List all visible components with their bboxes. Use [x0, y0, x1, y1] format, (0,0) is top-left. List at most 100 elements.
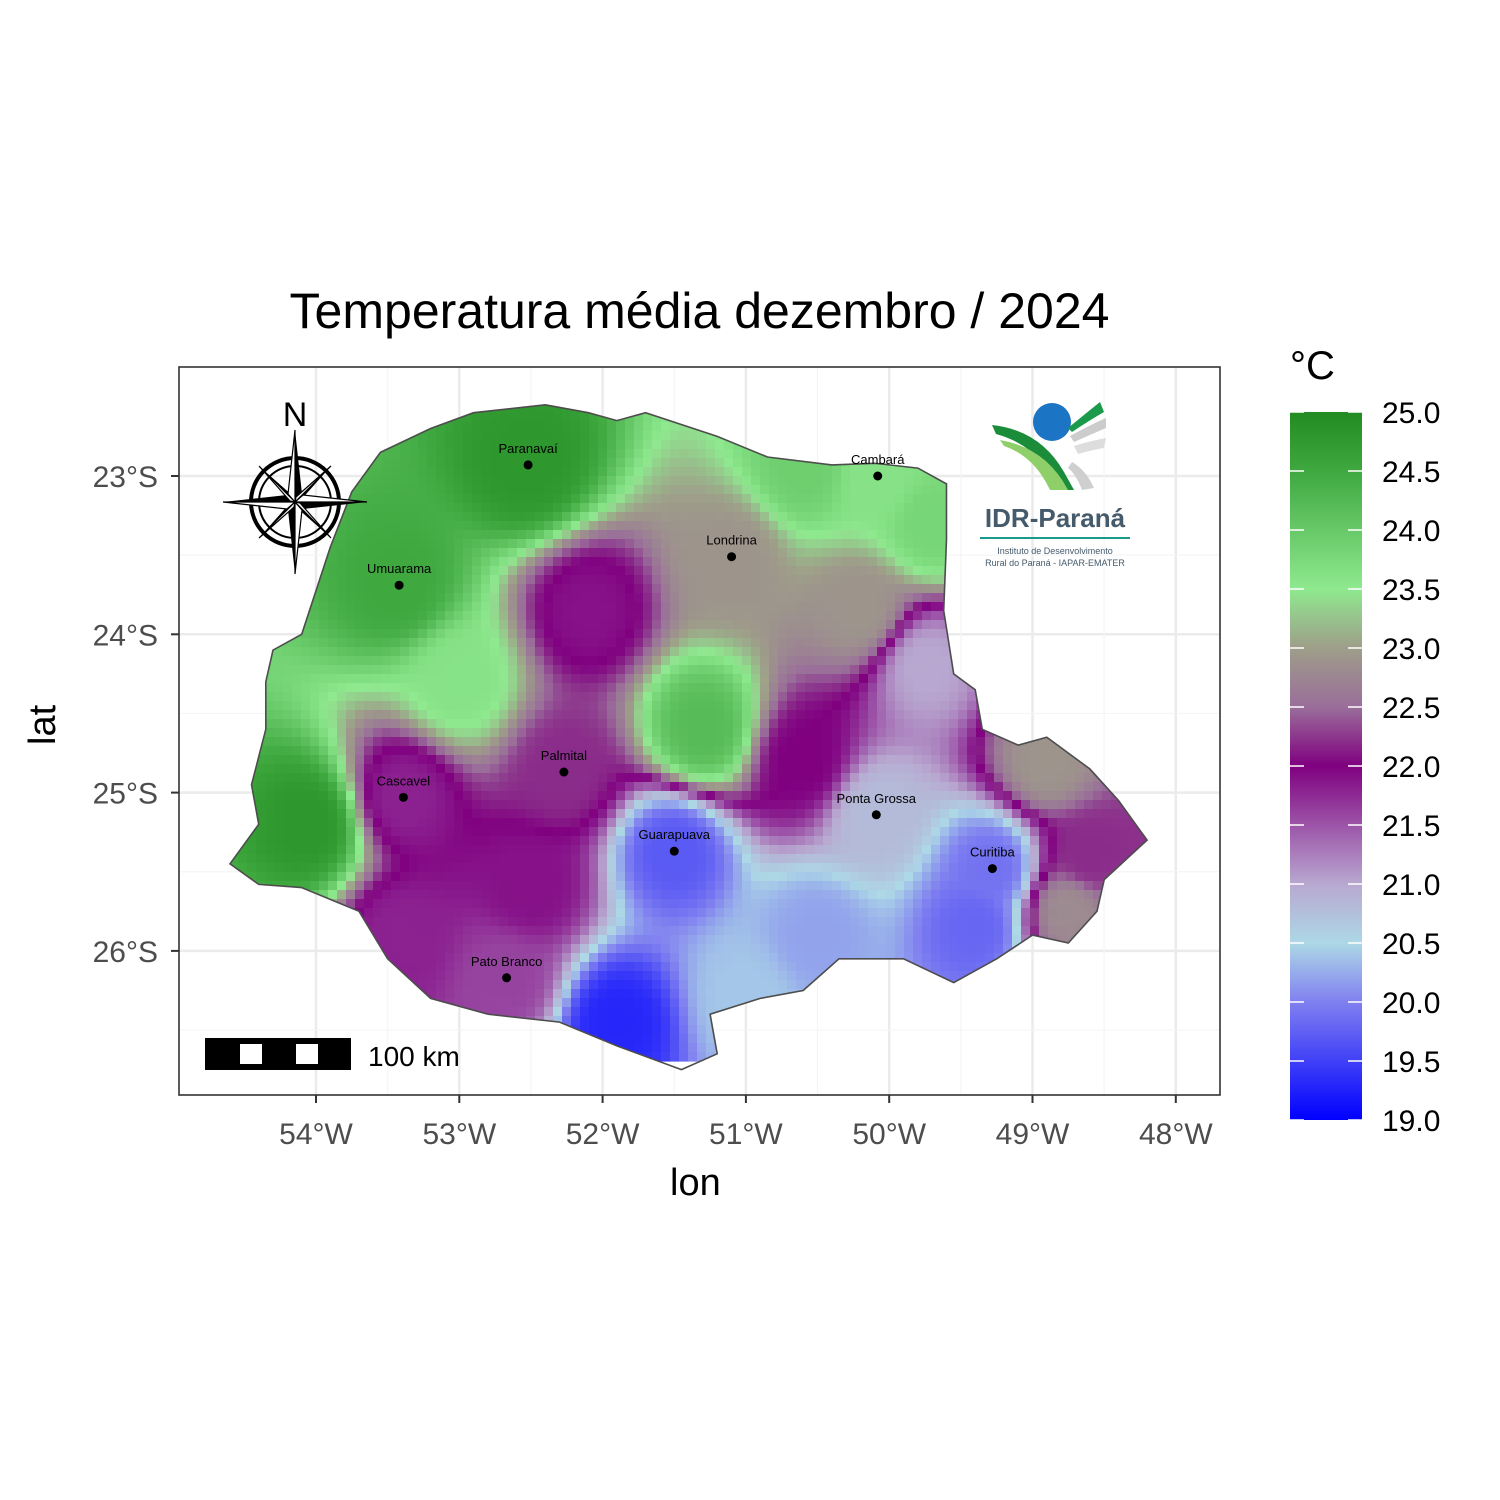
heat-cell	[499, 701, 509, 711]
heat-cell	[409, 440, 419, 450]
heat-cell	[382, 674, 392, 684]
heat-cell	[508, 539, 518, 549]
heat-cell	[418, 467, 428, 477]
heat-cell	[490, 674, 500, 684]
heat-cell	[769, 485, 779, 495]
heat-cell	[382, 521, 392, 531]
heat-cell	[931, 737, 941, 747]
heat-cell	[589, 647, 599, 657]
heat-cell	[553, 422, 563, 432]
heat-cell	[625, 728, 635, 738]
heat-cell	[823, 782, 833, 792]
heat-cell	[850, 647, 860, 657]
heat-cell	[913, 791, 923, 801]
heat-cell	[859, 602, 869, 612]
heat-cell	[553, 710, 563, 720]
heat-cell	[589, 584, 599, 594]
heat-cell	[949, 728, 959, 738]
heat-cell	[724, 503, 734, 513]
heat-cell	[850, 485, 860, 495]
heat-cell	[436, 530, 446, 540]
heat-cell	[904, 548, 914, 558]
heat-cell	[895, 566, 905, 576]
heat-cell	[364, 773, 374, 783]
heat-cell	[499, 755, 509, 765]
heat-cell	[706, 494, 716, 504]
heat-cell	[535, 755, 545, 765]
heat-cell	[517, 593, 527, 603]
heat-cell	[517, 431, 527, 441]
heat-cell	[373, 539, 383, 549]
heat-cell	[805, 764, 815, 774]
heat-cell	[463, 638, 473, 648]
heat-cell	[787, 800, 797, 810]
heat-cell	[607, 701, 617, 711]
heat-cell	[454, 656, 464, 666]
heat-cell	[688, 746, 698, 756]
heat-cell	[328, 710, 338, 720]
heat-cell	[391, 629, 401, 639]
heat-cell	[382, 566, 392, 576]
heat-cell	[787, 539, 797, 549]
heat-cell	[688, 647, 698, 657]
heat-cell	[733, 611, 743, 621]
heat-cell	[490, 755, 500, 765]
heat-cell	[319, 701, 329, 711]
heat-cell	[778, 755, 788, 765]
heat-cell	[859, 593, 869, 603]
heat-cell	[400, 683, 410, 693]
heat-cell	[319, 737, 329, 747]
heat-cell	[688, 773, 698, 783]
heat-cell	[931, 665, 941, 675]
heat-cell	[913, 494, 923, 504]
heat-cell	[733, 503, 743, 513]
heat-cell	[1057, 764, 1067, 774]
heat-cell	[715, 791, 725, 801]
heat-cell	[949, 791, 959, 801]
heat-cell	[274, 755, 284, 765]
heat-cell	[670, 575, 680, 585]
heat-cell	[733, 764, 743, 774]
heat-cell	[751, 539, 761, 549]
heat-cell	[949, 701, 959, 711]
heat-cell	[553, 440, 563, 450]
heat-cell	[670, 629, 680, 639]
heat-cell	[652, 611, 662, 621]
heat-cell	[571, 548, 581, 558]
heat-cell	[292, 683, 302, 693]
heat-cell	[607, 503, 617, 513]
heat-cell	[760, 674, 770, 684]
heat-cell	[850, 611, 860, 621]
heat-cell	[400, 674, 410, 684]
heat-cell	[409, 746, 419, 756]
heat-cell	[589, 512, 599, 522]
heat-cell	[400, 485, 410, 495]
heat-cell	[472, 782, 482, 792]
heat-cell	[697, 530, 707, 540]
heat-cell	[427, 539, 437, 549]
heat-cell	[976, 782, 986, 792]
heat-cell	[544, 575, 554, 585]
heat-cell	[589, 539, 599, 549]
heat-cell	[787, 701, 797, 711]
heat-cell	[598, 467, 608, 477]
heat-cell	[976, 791, 986, 801]
heat-cell	[877, 575, 887, 585]
heat-cell	[535, 548, 545, 558]
heat-cell	[769, 773, 779, 783]
heat-cell	[877, 548, 887, 558]
heat-cell	[895, 521, 905, 531]
heat-cell	[805, 485, 815, 495]
heat-cell	[1012, 746, 1022, 756]
heat-cell	[472, 656, 482, 666]
heat-cell	[922, 764, 932, 774]
heat-cell	[724, 647, 734, 657]
heat-cell	[823, 800, 833, 810]
heat-cell	[364, 494, 374, 504]
heat-cell	[292, 737, 302, 747]
heat-cell	[787, 485, 797, 495]
heat-cell	[292, 719, 302, 729]
heat-cell	[445, 746, 455, 756]
heat-cell	[1003, 746, 1013, 756]
heat-cell	[886, 539, 896, 549]
